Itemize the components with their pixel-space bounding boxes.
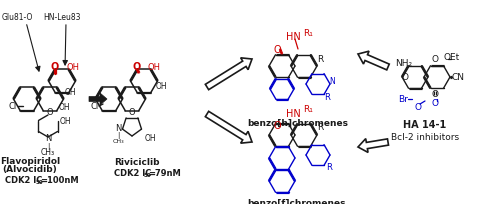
Text: OH: OH [66, 63, 80, 72]
Text: OEt: OEt [444, 52, 460, 61]
Text: OH: OH [59, 103, 70, 112]
Polygon shape [358, 139, 388, 153]
Text: O: O [432, 99, 438, 108]
Text: R₁: R₁ [303, 28, 313, 37]
Text: HA 14-1: HA 14-1 [404, 119, 446, 129]
Text: Br: Br [398, 95, 408, 104]
Text: |: | [117, 132, 119, 139]
Text: O: O [133, 62, 141, 72]
Text: Riviciclib: Riviciclib [114, 158, 160, 167]
Text: =100nM: =100nM [40, 176, 78, 185]
Text: Cl: Cl [91, 102, 99, 111]
Text: R: R [317, 123, 323, 132]
Text: O: O [432, 55, 438, 64]
Polygon shape [89, 94, 107, 105]
Text: O: O [51, 62, 59, 72]
Text: OH: OH [65, 88, 76, 97]
Text: 50: 50 [36, 180, 44, 185]
Text: R: R [326, 163, 332, 172]
Text: OH: OH [145, 134, 156, 143]
Text: R₁: R₁ [303, 105, 313, 114]
Text: OH: OH [60, 117, 72, 126]
Text: |: | [47, 143, 49, 150]
Text: N: N [45, 134, 51, 143]
Text: O: O [402, 73, 408, 82]
Polygon shape [358, 52, 390, 71]
Text: O: O [432, 90, 438, 99]
Text: O: O [414, 103, 422, 112]
Text: Cl: Cl [9, 102, 17, 111]
Text: O: O [128, 108, 136, 117]
Text: O: O [273, 120, 281, 130]
Text: NH₂: NH₂ [396, 59, 412, 68]
Text: O: O [273, 45, 281, 55]
Text: OH: OH [148, 63, 160, 72]
Text: N: N [115, 124, 121, 133]
Text: CDK2 IC: CDK2 IC [114, 169, 152, 178]
Text: Flavopiridol: Flavopiridol [0, 157, 60, 166]
Text: CDK2 IC: CDK2 IC [5, 176, 43, 185]
Text: HN: HN [286, 109, 300, 118]
Text: (Alvocidib): (Alvocidib) [2, 165, 58, 174]
Text: benzo[h]chromenes: benzo[h]chromenes [248, 118, 348, 127]
Text: HN-Leu83: HN-Leu83 [44, 12, 81, 21]
Text: benzo[f]chromenes: benzo[f]chromenes [247, 197, 345, 204]
Text: R: R [324, 93, 330, 102]
Text: Bcl-2 inhibitors: Bcl-2 inhibitors [391, 133, 459, 142]
Text: Glu81-O: Glu81-O [2, 12, 32, 21]
Text: 50: 50 [144, 173, 152, 178]
Text: =79nM: =79nM [148, 169, 181, 178]
Text: CN: CN [452, 73, 465, 82]
Text: R: R [317, 54, 323, 63]
Polygon shape [206, 59, 252, 90]
Text: CH₃: CH₃ [41, 148, 55, 157]
Text: N: N [329, 77, 335, 86]
Polygon shape [206, 112, 252, 143]
Text: HN: HN [286, 32, 300, 42]
Text: CH₃: CH₃ [112, 139, 124, 144]
Text: O: O [46, 108, 54, 117]
Text: OH: OH [156, 82, 168, 91]
